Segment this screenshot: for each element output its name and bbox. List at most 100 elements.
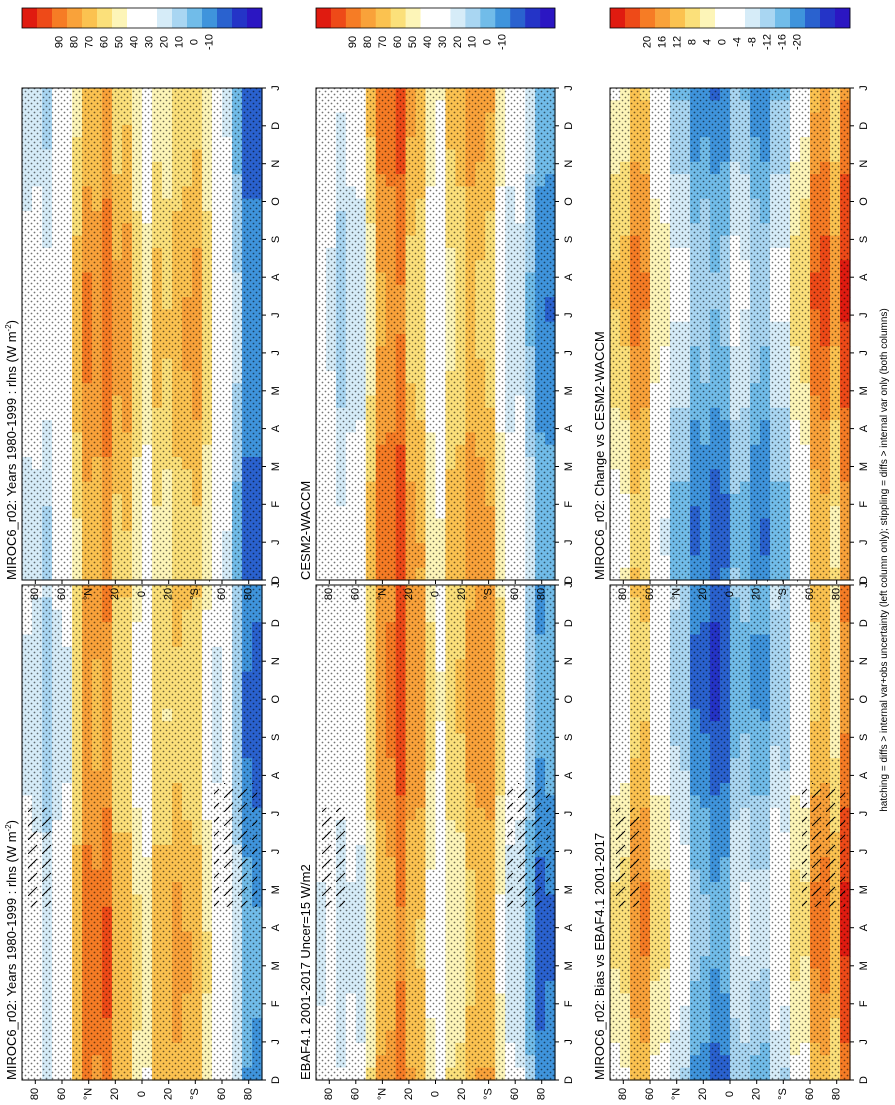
lat-label: 60: [350, 588, 362, 600]
month-label: A: [563, 923, 575, 931]
lat-label: 20: [109, 1088, 121, 1100]
lat-label: 80: [323, 588, 335, 600]
month-label: D: [563, 619, 575, 627]
colorbar-swatch: [112, 8, 127, 28]
lat-label: 0: [429, 1091, 441, 1097]
month-label: D: [563, 576, 575, 584]
lat-label: 60: [56, 588, 68, 600]
colorbar-swatch: [376, 8, 391, 28]
month-label: D: [563, 122, 575, 130]
month-label: A: [270, 923, 282, 931]
lat-label: 80: [243, 1088, 255, 1100]
month-label: D: [270, 122, 282, 130]
month-label: M: [270, 386, 282, 395]
lat-label: °S: [189, 1088, 201, 1100]
lat-label: °N: [83, 1088, 95, 1100]
colorbar-label: 20: [158, 36, 170, 48]
lat-label: 0: [136, 591, 148, 597]
lat-label: 20: [456, 1088, 468, 1100]
lat-label: 20: [109, 588, 121, 600]
month-label: J: [270, 312, 282, 318]
month-label: N: [270, 657, 282, 665]
hatch-region: [321, 808, 350, 907]
lat-label: 20: [163, 1088, 175, 1100]
colorbar-label: 10: [467, 36, 479, 48]
month-label: F: [270, 501, 282, 508]
month-label: S: [270, 236, 282, 243]
colorbar-swatch: [406, 8, 421, 28]
month-label: F: [563, 1000, 575, 1007]
colorbar-swatch: [361, 8, 376, 28]
colorbar-swatch: [540, 8, 555, 28]
panel-2-title: MIROC6_r02: Years 1980-1999 : rlns (W m-…: [4, 320, 19, 580]
colorbar-swatch: [316, 8, 331, 28]
stipple-layer: [316, 88, 555, 580]
month-label: J: [270, 350, 282, 356]
colorbar-swatch: [436, 8, 451, 28]
month-label: J: [563, 539, 575, 545]
colorbar-label: 0: [482, 39, 494, 45]
colorbar-label: 30: [143, 36, 155, 48]
lat-label: °N: [376, 588, 388, 600]
colorbar-label: 80: [68, 36, 80, 48]
colorbar-swatch: [495, 8, 510, 28]
month-label: J: [270, 811, 282, 817]
month-label: J: [270, 539, 282, 545]
lat-label: °N: [83, 588, 95, 600]
colorbar-swatch: [142, 8, 157, 28]
month-label: M: [563, 386, 575, 395]
month-label: J: [563, 350, 575, 356]
colorbar-swatch: [450, 8, 465, 28]
colorbar-swatch: [157, 8, 172, 28]
month-label: S: [563, 734, 575, 741]
panel-3-title: EBAF4.1 2001-2017 Uncer=15 W/m2: [298, 864, 313, 1080]
colorbar-swatch: [510, 8, 525, 28]
colorbar-swatch: [480, 8, 495, 28]
colorbar-swatch: [172, 8, 187, 28]
month-label: D: [270, 619, 282, 627]
colorbar-swatch: [187, 8, 202, 28]
colorbar-swatch: [331, 8, 346, 28]
panel-4-title: CESM2-WACCM: [298, 481, 313, 580]
colorbar-swatch: [97, 8, 112, 28]
colorbar-swatch: [232, 8, 247, 28]
lat-label: 60: [216, 1088, 228, 1100]
hatch-region: [214, 783, 257, 907]
month-label: N: [563, 160, 575, 168]
colorbar-label: -10: [497, 34, 509, 50]
month-label: D: [270, 576, 282, 584]
month-label: D: [563, 1076, 575, 1084]
colorbar-label: 50: [407, 36, 419, 48]
lat-label: °N: [376, 1088, 388, 1100]
month-label: J: [270, 849, 282, 855]
month-label: J: [270, 1039, 282, 1045]
colorbar-swatch: [67, 8, 82, 28]
panel-2-stippling: [22, 88, 262, 580]
month-label: M: [270, 961, 282, 970]
lat-label: 20: [403, 588, 415, 600]
lat-label: 60: [56, 1088, 68, 1100]
month-label: A: [563, 771, 575, 779]
month-label: J: [563, 849, 575, 855]
month-label: F: [270, 1000, 282, 1007]
colorbar-swatch: [247, 8, 262, 28]
colorbar-label: 40: [128, 36, 140, 48]
month-label: J: [563, 85, 575, 91]
lat-label: 80: [243, 588, 255, 600]
lat-label: 80: [29, 1088, 41, 1100]
month-label: O: [270, 694, 282, 703]
month-label: S: [270, 734, 282, 741]
month-label: J: [563, 811, 575, 817]
colorbar-swatch: [465, 8, 480, 28]
colorbar-label: 80: [362, 36, 374, 48]
colorbar-swatch: [421, 8, 436, 28]
month-label: A: [270, 424, 282, 432]
month-label: A: [270, 771, 282, 779]
lat-label: 80: [536, 1088, 548, 1100]
colorbar-swatch: [391, 8, 406, 28]
